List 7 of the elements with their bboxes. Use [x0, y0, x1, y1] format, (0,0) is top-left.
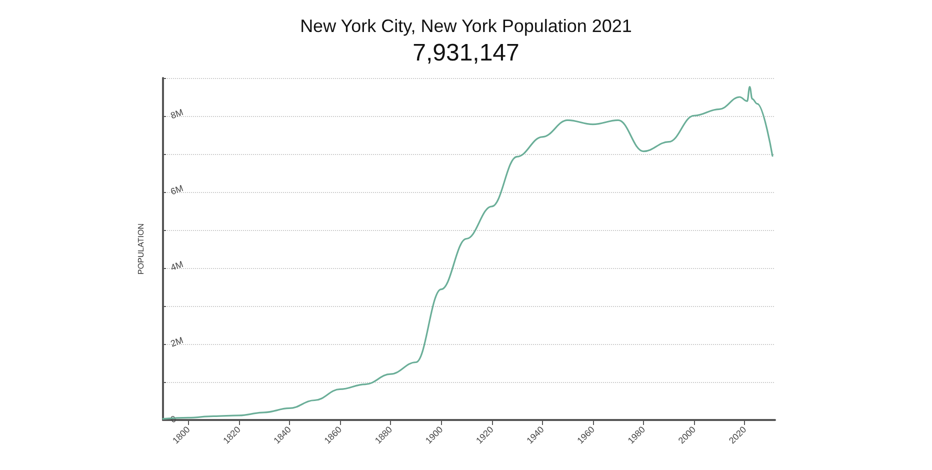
y-tick-label: 4M: [169, 259, 184, 273]
y-tick-label: 2M: [169, 335, 184, 349]
chart-subtitle: 7,931,147: [412, 40, 520, 66]
y-tick-label: 8M: [169, 107, 184, 121]
y-tick-label: 6M: [169, 183, 184, 197]
y-axis-title: POPULATION: [136, 223, 146, 274]
chart-title: New York City, New York Population 2021: [300, 16, 632, 36]
